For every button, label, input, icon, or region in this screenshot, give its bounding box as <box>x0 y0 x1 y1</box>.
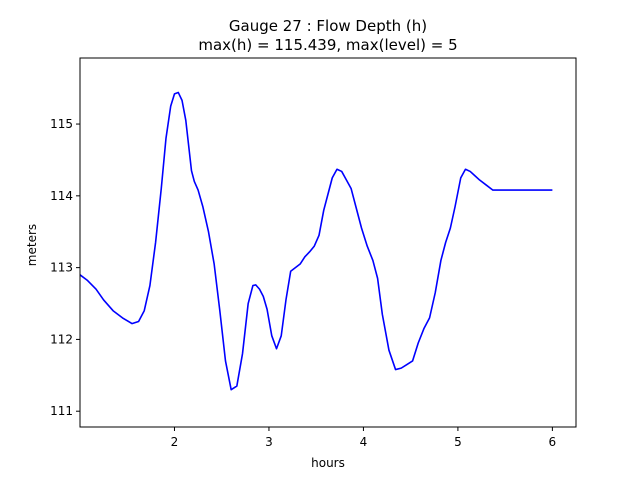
x-tick-label: 2 <box>171 435 179 449</box>
chart-title-line1: Gauge 27 : Flow Depth (h) <box>229 17 427 35</box>
y-tick-label: 115 <box>50 117 73 131</box>
x-axis-label: hours <box>311 456 345 470</box>
y-tick-label: 112 <box>50 332 73 346</box>
x-tick-label: 5 <box>454 435 462 449</box>
y-tick-label: 113 <box>50 261 73 275</box>
x-tick-label: 4 <box>360 435 368 449</box>
x-tick-label: 6 <box>549 435 557 449</box>
plot-frame <box>79 57 577 428</box>
y-tick-label: 114 <box>50 189 73 203</box>
chart-title-line2: max(h) = 115.439, max(level) = 5 <box>198 36 457 54</box>
series-line-0 <box>79 91 553 391</box>
y-tick-label: 111 <box>50 404 73 418</box>
x-tick-label: 3 <box>265 435 273 449</box>
plot-area: 2 3 4 5 6 111 112 113 114 115 <box>50 57 577 449</box>
y-axis-label: meters <box>25 224 39 266</box>
